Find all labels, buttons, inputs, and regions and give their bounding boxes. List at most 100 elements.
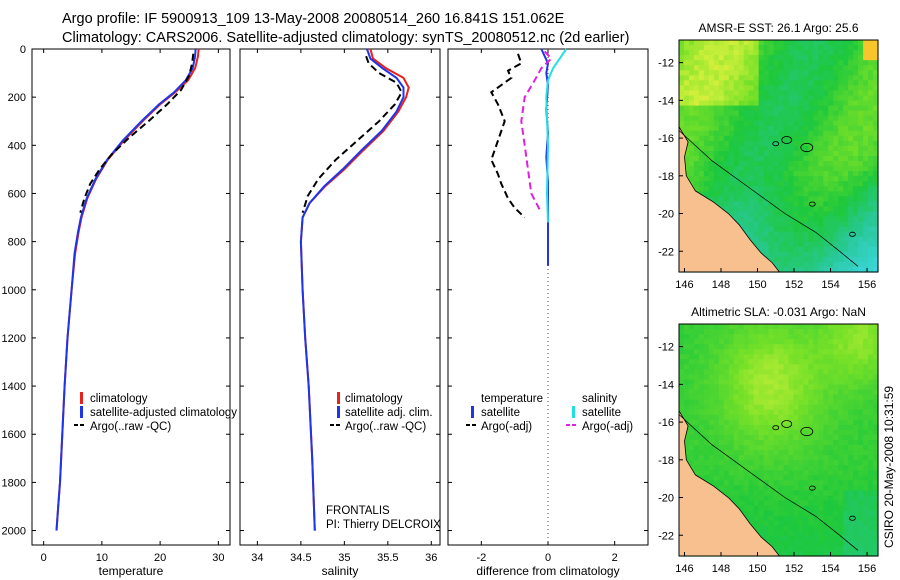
map-cell bbox=[728, 394, 735, 401]
map-cell bbox=[843, 344, 849, 350]
map-cell bbox=[833, 60, 839, 66]
map-cell bbox=[748, 339, 755, 345]
map-cell bbox=[848, 267, 854, 273]
map-cell bbox=[768, 364, 775, 370]
map-cell bbox=[848, 40, 854, 46]
map-cell bbox=[773, 419, 780, 426]
map-cell bbox=[703, 70, 710, 76]
map-cell bbox=[708, 435, 715, 441]
x-tick-label: 150 bbox=[748, 563, 766, 575]
map-cell bbox=[858, 176, 864, 182]
map-cell bbox=[743, 460, 750, 466]
map-cell bbox=[833, 419, 839, 426]
map-cell bbox=[738, 394, 745, 401]
map-cell bbox=[873, 55, 879, 61]
map-cell bbox=[818, 540, 824, 547]
map-cell bbox=[848, 344, 854, 350]
map-cell bbox=[808, 369, 814, 375]
map-cell bbox=[803, 485, 809, 491]
map-cell bbox=[689, 105, 695, 112]
map-cell bbox=[838, 171, 844, 177]
map-cell bbox=[689, 404, 695, 411]
map-cell bbox=[689, 130, 695, 137]
map-cell bbox=[698, 394, 705, 401]
map-cell bbox=[873, 394, 879, 401]
map-cell bbox=[708, 145, 715, 152]
map-cell bbox=[823, 490, 829, 496]
map-cell bbox=[743, 176, 750, 182]
map-cell bbox=[868, 191, 874, 197]
map-cell bbox=[793, 211, 799, 218]
map-cell bbox=[848, 60, 854, 66]
map-cell bbox=[818, 505, 824, 512]
map-cell bbox=[743, 480, 750, 486]
map-cell bbox=[798, 65, 804, 71]
map-cell bbox=[873, 374, 879, 380]
map-cell bbox=[813, 324, 819, 330]
map-cell bbox=[713, 90, 720, 96]
map-cell bbox=[703, 130, 710, 137]
map-cell bbox=[723, 156, 730, 162]
map-cell bbox=[793, 394, 799, 401]
map-cell bbox=[773, 445, 780, 451]
map-cell bbox=[783, 359, 790, 365]
map-cell bbox=[708, 171, 715, 177]
map-cell bbox=[828, 470, 834, 476]
map-cell bbox=[818, 545, 824, 552]
map-cell bbox=[828, 530, 834, 537]
map-cell bbox=[693, 329, 700, 335]
map-cell bbox=[788, 520, 795, 527]
map-cell bbox=[778, 166, 785, 172]
map-cell bbox=[738, 414, 745, 421]
map-cell bbox=[748, 399, 755, 406]
map-cell bbox=[863, 324, 869, 330]
map-cell bbox=[863, 359, 869, 365]
map-cell bbox=[679, 379, 685, 386]
map-cell bbox=[758, 151, 765, 157]
map-cell bbox=[853, 161, 859, 167]
map-cell bbox=[743, 379, 750, 386]
map-cell bbox=[848, 334, 854, 340]
map-cell bbox=[813, 95, 819, 102]
map-cell bbox=[858, 324, 864, 330]
map-cell bbox=[843, 110, 849, 117]
map-cell bbox=[743, 389, 750, 396]
map-cell bbox=[868, 120, 874, 127]
map-cell bbox=[833, 379, 839, 386]
map-cell bbox=[858, 424, 864, 431]
map-cell bbox=[863, 256, 869, 263]
map-cell bbox=[689, 161, 695, 167]
y-tick-label: -18 bbox=[658, 171, 674, 183]
map-cell bbox=[828, 551, 834, 557]
map-cell bbox=[718, 455, 725, 461]
map-cell bbox=[783, 485, 790, 491]
map-cell bbox=[808, 349, 814, 355]
map-cell bbox=[843, 475, 849, 481]
map-cell bbox=[813, 374, 819, 380]
map-cell bbox=[698, 156, 705, 162]
map-cell bbox=[684, 455, 690, 461]
map-cell bbox=[753, 45, 760, 51]
map-cell bbox=[793, 374, 799, 380]
map-cell bbox=[728, 359, 735, 365]
map-cell bbox=[853, 354, 859, 360]
map-cell bbox=[828, 465, 834, 471]
map-cell bbox=[818, 364, 824, 370]
map-cell bbox=[743, 75, 750, 81]
map-cell bbox=[778, 196, 785, 202]
map-cell bbox=[689, 424, 695, 431]
map-cell bbox=[858, 120, 864, 127]
map-cell bbox=[783, 344, 790, 350]
map-cell bbox=[863, 520, 869, 527]
map-cell bbox=[838, 409, 844, 416]
map-cell bbox=[689, 100, 695, 107]
map-cell bbox=[768, 176, 775, 182]
map-cell bbox=[843, 490, 849, 496]
map-cell bbox=[748, 80, 755, 86]
map-cell bbox=[828, 394, 834, 401]
map-cell bbox=[838, 329, 844, 335]
map-cell bbox=[828, 324, 834, 330]
map-cell bbox=[823, 156, 829, 162]
map-cell bbox=[778, 359, 785, 365]
